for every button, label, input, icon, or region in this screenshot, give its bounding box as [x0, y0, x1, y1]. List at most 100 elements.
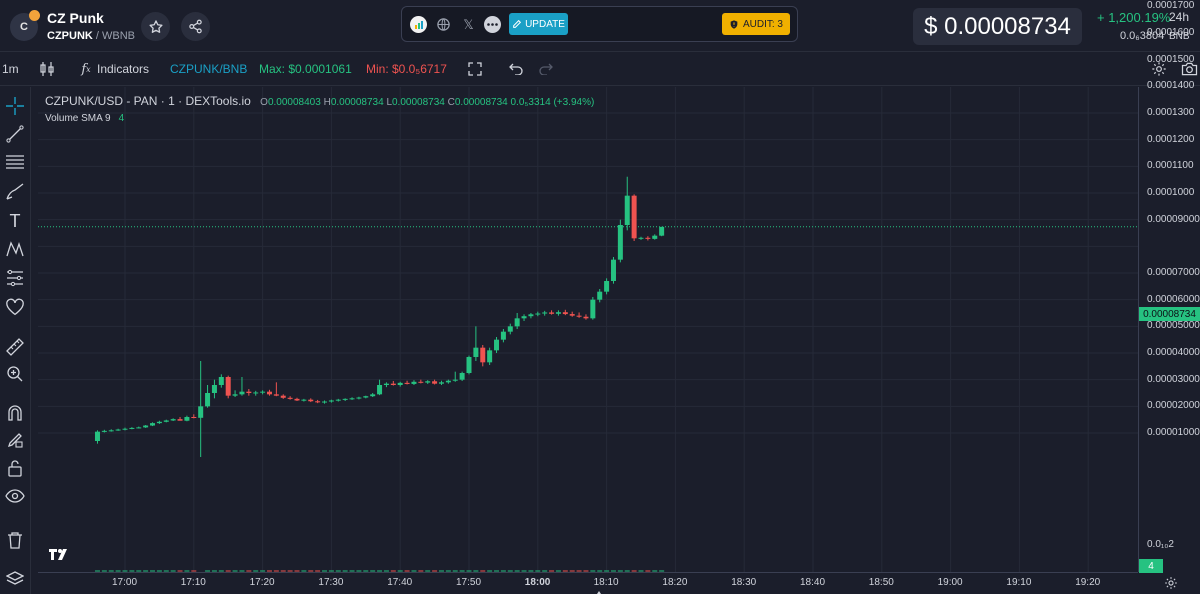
time-axis-label: 18:20: [662, 577, 688, 588]
volume-bar: [122, 570, 128, 572]
candle: [377, 379, 383, 396]
candle-body: [232, 394, 238, 396]
volume-bar: [624, 570, 630, 572]
more-links-icon[interactable]: [484, 16, 501, 33]
update-button[interactable]: UPDATE: [509, 13, 568, 35]
candle-body: [652, 235, 658, 239]
candle-body: [473, 347, 479, 357]
candle: [583, 314, 589, 320]
volume-bar: [211, 570, 217, 572]
volume-legend-label: Volume SMA 9: [45, 113, 111, 124]
candle-body: [411, 381, 417, 384]
price-axis[interactable]: [1138, 87, 1200, 572]
candle-body: [211, 385, 217, 393]
volume-bar: [487, 570, 493, 572]
x-twitter-icon[interactable]: 𝕏: [463, 16, 474, 32]
redo-icon[interactable]: [537, 60, 555, 78]
fullscreen-icon[interactable]: [466, 60, 484, 78]
candle: [239, 377, 245, 396]
legend-low: 0.00008734: [392, 97, 445, 108]
brush-icon[interactable]: [4, 181, 26, 203]
volume-bar: [287, 570, 293, 572]
volume-bar: [425, 570, 431, 572]
zoom-in-icon[interactable]: [4, 363, 26, 385]
volume-bar: [266, 570, 272, 572]
text-tool-icon[interactable]: T: [9, 210, 21, 231]
volume-legend: Volume SMA 9 4: [45, 113, 124, 124]
indicators-button[interactable]: Indicators: [97, 62, 150, 76]
time-axis-cursor-marker: [595, 586, 603, 594]
candle: [418, 379, 424, 384]
candle-body: [432, 381, 438, 384]
candle-body: [610, 259, 616, 281]
volume-bar: [507, 570, 513, 572]
prediction-icon[interactable]: [4, 267, 26, 289]
camera-icon[interactable]: [1180, 60, 1198, 78]
trash-icon[interactable]: [4, 529, 26, 551]
audit-button[interactable]: AUDIT: 3: [722, 13, 790, 35]
candle-body: [562, 312, 568, 315]
candle-body: [225, 377, 231, 396]
price-chart[interactable]: [38, 87, 1138, 572]
magnet-icon[interactable]: [4, 402, 26, 424]
undo-icon[interactable]: [507, 60, 525, 78]
pair-toggle[interactable]: CZPUNK/BNB: [170, 62, 248, 76]
candle: [397, 381, 403, 387]
price-axis-label: 0.00009000: [1147, 213, 1200, 225]
volume-bar: [473, 570, 479, 572]
pattern-icon[interactable]: [4, 238, 26, 260]
candle-body: [507, 326, 513, 332]
website-icon[interactable]: [435, 16, 452, 33]
volume-bar: [94, 570, 100, 572]
interval-selector[interactable]: 1m: [2, 62, 19, 76]
candle-body: [191, 417, 197, 418]
time-axis[interactable]: [38, 572, 1138, 594]
candle-body: [239, 391, 245, 395]
volume-bar: [253, 570, 259, 572]
tradingview-logo[interactable]: [45, 545, 73, 563]
edit-icon: [513, 19, 522, 28]
candle: [487, 347, 493, 365]
candle: [404, 380, 410, 385]
layers-icon[interactable]: [4, 568, 26, 590]
volume-bar: [638, 570, 644, 572]
time-axis-label: 17:20: [249, 577, 275, 588]
candle: [521, 314, 527, 321]
favorite-button[interactable]: [141, 12, 170, 41]
candle-body: [122, 428, 128, 430]
eye-icon[interactable]: [4, 485, 26, 507]
heart-icon[interactable]: [4, 296, 26, 318]
time-axis-label: 19:20: [1075, 577, 1101, 588]
update-label: UPDATE: [525, 18, 565, 30]
lock-icon[interactable]: [4, 457, 26, 479]
candle: [205, 385, 211, 408]
candle: [645, 236, 651, 241]
candle: [122, 427, 128, 431]
dextscore-icon[interactable]: [410, 16, 427, 33]
volume-bar: [404, 570, 410, 572]
candle: [528, 313, 534, 319]
settings-gear-icon[interactable]: [1150, 60, 1168, 78]
candle-body: [301, 399, 307, 401]
volume-bar: [590, 570, 596, 572]
volume-bar: [610, 570, 616, 572]
candle-type-icon[interactable]: [38, 60, 56, 78]
axis-settings-icon[interactable]: [1164, 576, 1178, 594]
fib-retracement-icon[interactable]: [4, 151, 26, 173]
pair-header: C CZ Punk CZPUNK / WBNB 𝕏: [0, 0, 1200, 52]
lock-pencil-icon[interactable]: [4, 429, 26, 451]
ruler-icon[interactable]: [4, 336, 26, 358]
time-axis-label: 18:50: [868, 577, 894, 588]
drawing-tools-sidebar: T: [0, 87, 31, 594]
crosshair-icon[interactable]: [4, 95, 26, 117]
share-button[interactable]: [181, 12, 210, 41]
candle: [638, 236, 644, 240]
trend-line-icon[interactable]: [4, 123, 26, 145]
candle-body: [617, 225, 623, 260]
legend-change: 0.0₅3314 (+3.94%): [510, 97, 595, 108]
volume-bar: [260, 570, 266, 572]
volume-bar: [129, 570, 135, 572]
candle: [459, 371, 465, 381]
